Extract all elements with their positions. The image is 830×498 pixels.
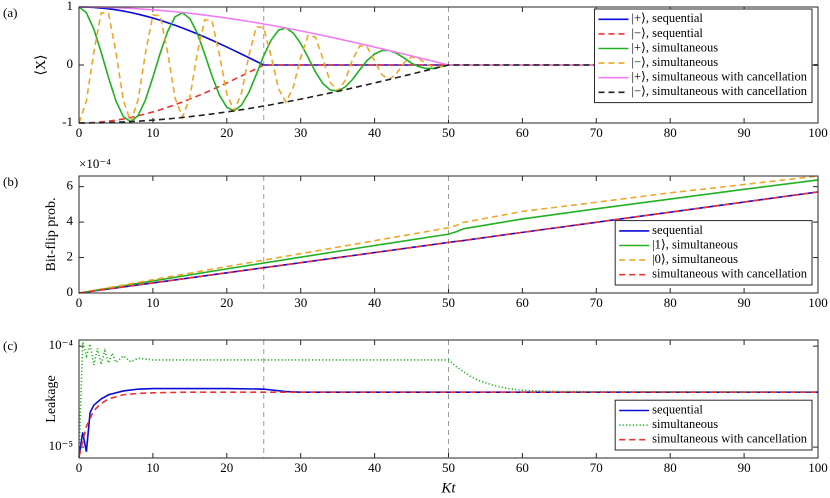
x-tick-label: 80 <box>664 460 677 475</box>
legend-label: |+⟩, sequential <box>631 11 703 25</box>
x-tick-label: 10 <box>146 460 159 475</box>
x-tick-label: 20 <box>220 295 233 310</box>
x-tick-label: 20 <box>220 125 233 140</box>
series-line <box>78 11 818 125</box>
x-tick-label: 40 <box>368 460 381 475</box>
x-tick-label: 80 <box>664 295 677 310</box>
y-axis-label: ⟨X⟩ <box>34 54 49 75</box>
panel-label: (b) <box>3 174 18 189</box>
legend-box <box>614 399 813 451</box>
legend-label: simultaneous with cancellation <box>652 432 808 446</box>
series-line <box>78 175 819 294</box>
series-line <box>78 64 818 124</box>
series-line <box>78 341 819 457</box>
y-axis-label: Leakage <box>44 375 59 422</box>
panel: (a)⟨X⟩0 10 20 30 40 50 60 70 80 90 100-101|+⟩, seq… <box>3 0 828 140</box>
y-tick-label: 0 <box>67 56 74 71</box>
x-tick-label: 0 <box>76 295 83 310</box>
x-tick-label: 100 <box>808 460 828 475</box>
panel-label: (c) <box>3 338 17 353</box>
series-line <box>78 6 818 66</box>
x-tick-label: 30 <box>294 125 307 140</box>
x-tick-label: 50 <box>442 125 455 140</box>
x-tick-label: 60 <box>516 460 529 475</box>
x-tick-label: 10 <box>146 295 159 310</box>
x-tick-label: 60 <box>516 295 529 310</box>
y-tick-label: 4 <box>67 213 74 228</box>
legend-label: |−⟩, simultaneous with cancellation <box>631 84 807 98</box>
x-tick-label: 50 <box>442 460 455 475</box>
x-tick-label: 70 <box>590 125 603 140</box>
x-tick-label: 90 <box>738 125 751 140</box>
legend-label: |1⟩, simultaneous <box>652 237 738 251</box>
legend: |+⟩, sequential|−⟩, sequential|+⟩, simul… <box>593 8 813 104</box>
y-axis-label: Bit-flip prob. <box>44 198 59 272</box>
x-tick-label: 90 <box>738 295 751 310</box>
x-tick-label: 50 <box>442 295 455 310</box>
panel: (b)Bit-flip prob.×10⁻⁴0 10 20 30 40 50 60 70 80 9… <box>3 156 828 310</box>
series-line <box>78 391 818 458</box>
legend-label: |0⟩, simultaneous <box>652 252 738 266</box>
y-tick-label: 6 <box>67 178 74 193</box>
x-tick-label: 30 <box>294 460 307 475</box>
legend-label: sequential <box>652 223 703 237</box>
legend: sequential|1⟩, simultaneous|0⟩, simultan… <box>614 220 813 286</box>
x-tick-label: 0 <box>76 125 83 140</box>
x-tick-label: 40 <box>368 125 381 140</box>
x-tick-label: 70 <box>590 295 603 310</box>
series-line <box>78 179 819 294</box>
y-tick-label: 10⁻⁵ <box>49 438 73 453</box>
legend-label: |+⟩, simultaneous with cancellation <box>631 70 807 84</box>
legend-box <box>593 8 813 104</box>
x-tick-label: 40 <box>368 295 381 310</box>
y-tick-label: 2 <box>67 249 74 264</box>
axes-box <box>78 175 819 294</box>
series-line <box>78 64 818 124</box>
series-line <box>78 191 819 294</box>
legend-label: |−⟩, simultaneous <box>631 55 718 69</box>
y-exponent-label: ×10⁻⁴ <box>79 156 111 171</box>
axes-box <box>78 339 819 459</box>
legend-label: simultaneous <box>652 417 718 431</box>
y-tick-label: 10⁻⁴ <box>49 337 74 352</box>
x-tick-label: 30 <box>294 295 307 310</box>
y-tick-label: -1 <box>62 114 73 129</box>
axes-box <box>78 6 819 124</box>
y-tick-label: 1 <box>67 0 74 13</box>
legend-label: simultaneous with cancellation <box>652 267 808 281</box>
panel: (c) Leakage Kt 0 10 20 30 40 50 60 70 80 90 100 10⁻⁵ 10… <box>3 337 828 496</box>
x-tick-label: 20 <box>220 460 233 475</box>
legend-label: sequential <box>652 402 703 416</box>
x-tick-label: 10 <box>146 125 159 140</box>
panel-label: (a) <box>3 5 17 20</box>
x-tick-label: 100 <box>808 125 828 140</box>
series-line <box>78 387 818 458</box>
y-tick-label: 0 <box>67 284 74 299</box>
x-tick-label: 70 <box>590 460 603 475</box>
x-axis-label: Kt <box>440 480 456 496</box>
x-tick-label: 90 <box>738 460 751 475</box>
x-tick-label: 100 <box>808 295 828 310</box>
x-tick-label: 80 <box>664 125 677 140</box>
x-tick-label: 0 <box>76 460 83 475</box>
x-tick-label: 60 <box>516 125 529 140</box>
legend-label: |+⟩, simultaneous <box>631 40 718 54</box>
legend-label: |−⟩, sequential <box>631 26 703 40</box>
